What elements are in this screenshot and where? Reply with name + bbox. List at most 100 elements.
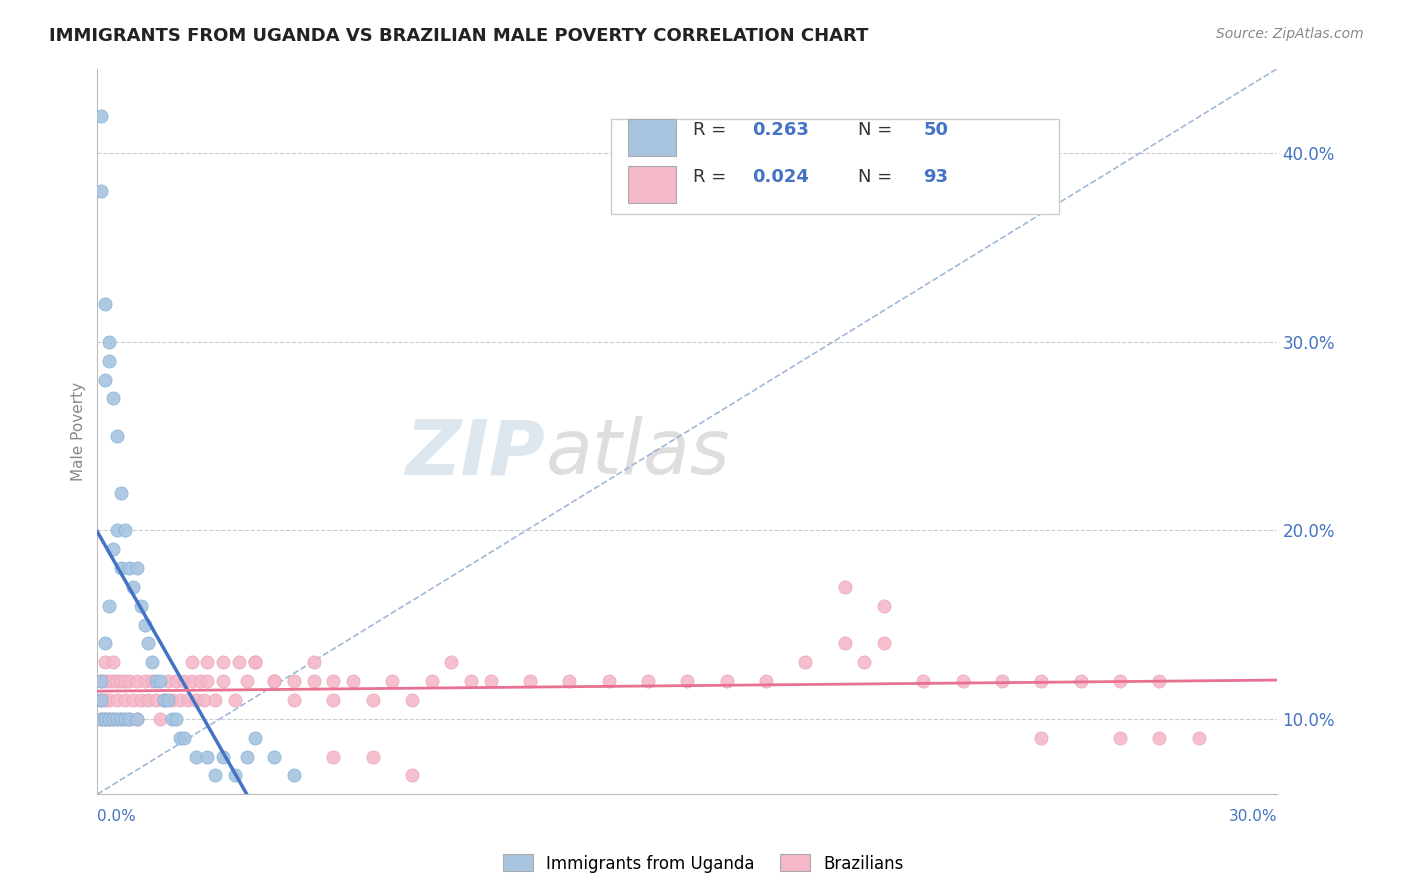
Point bbox=[114, 524, 136, 538]
Point bbox=[160, 712, 183, 726]
Text: R =: R = bbox=[693, 121, 733, 139]
Point bbox=[98, 599, 121, 613]
Point bbox=[125, 712, 148, 726]
Point bbox=[460, 674, 482, 689]
Text: 30.0%: 30.0% bbox=[1229, 809, 1278, 824]
Point bbox=[1109, 731, 1132, 745]
Point bbox=[94, 712, 117, 726]
Text: N =: N = bbox=[859, 121, 898, 139]
Point bbox=[90, 693, 112, 707]
Point bbox=[94, 693, 117, 707]
Point bbox=[212, 674, 235, 689]
Text: 93: 93 bbox=[924, 169, 949, 186]
Point bbox=[204, 693, 226, 707]
FancyBboxPatch shape bbox=[610, 120, 1059, 214]
Point bbox=[361, 693, 384, 707]
Point bbox=[118, 712, 141, 726]
Point bbox=[145, 674, 167, 689]
Point bbox=[90, 109, 112, 123]
Point bbox=[138, 693, 160, 707]
Point bbox=[322, 674, 344, 689]
Point bbox=[197, 655, 219, 669]
Point bbox=[228, 655, 250, 669]
Point bbox=[243, 655, 266, 669]
Point bbox=[129, 599, 152, 613]
Point bbox=[834, 580, 856, 594]
Text: N =: N = bbox=[859, 169, 898, 186]
Point bbox=[160, 693, 183, 707]
Point bbox=[98, 712, 121, 726]
Point bbox=[169, 693, 191, 707]
Point bbox=[118, 712, 141, 726]
Point bbox=[834, 636, 856, 650]
Point bbox=[90, 674, 112, 689]
Point bbox=[224, 693, 246, 707]
Point bbox=[153, 693, 176, 707]
Point bbox=[110, 712, 132, 726]
Point bbox=[101, 674, 124, 689]
Point bbox=[243, 731, 266, 745]
Text: 0.263: 0.263 bbox=[752, 121, 808, 139]
Bar bbox=[628, 167, 675, 202]
Point bbox=[180, 655, 202, 669]
Point bbox=[184, 693, 207, 707]
Point bbox=[149, 674, 172, 689]
Point bbox=[134, 674, 156, 689]
Point bbox=[873, 599, 896, 613]
Point bbox=[342, 674, 364, 689]
Point bbox=[110, 712, 132, 726]
Point bbox=[94, 655, 117, 669]
Point bbox=[90, 184, 112, 198]
Point bbox=[121, 693, 143, 707]
Point bbox=[853, 655, 876, 669]
Point bbox=[401, 768, 423, 782]
Point bbox=[165, 674, 187, 689]
Point bbox=[236, 749, 259, 764]
Point bbox=[98, 693, 121, 707]
Point bbox=[302, 674, 325, 689]
Point bbox=[118, 674, 141, 689]
Point bbox=[1109, 674, 1132, 689]
Point bbox=[912, 674, 935, 689]
Point bbox=[1149, 731, 1171, 745]
Point bbox=[114, 674, 136, 689]
Point bbox=[90, 693, 112, 707]
Point bbox=[173, 731, 195, 745]
Point bbox=[755, 674, 778, 689]
Point bbox=[716, 674, 738, 689]
Point bbox=[134, 617, 156, 632]
Point bbox=[101, 712, 124, 726]
Point bbox=[110, 485, 132, 500]
Point bbox=[1031, 674, 1053, 689]
Point bbox=[236, 674, 259, 689]
Point bbox=[420, 674, 443, 689]
Text: atlas: atlas bbox=[546, 417, 730, 490]
Point bbox=[101, 542, 124, 557]
Point bbox=[519, 674, 541, 689]
Point bbox=[94, 636, 117, 650]
Point bbox=[153, 693, 176, 707]
Point bbox=[94, 372, 117, 386]
Point bbox=[118, 561, 141, 575]
Text: 50: 50 bbox=[924, 121, 949, 139]
Text: 0.0%: 0.0% bbox=[97, 809, 136, 824]
Point bbox=[479, 674, 502, 689]
Point bbox=[637, 674, 659, 689]
Point bbox=[224, 768, 246, 782]
Point bbox=[98, 353, 121, 368]
Point bbox=[263, 674, 285, 689]
Point bbox=[1031, 731, 1053, 745]
Point bbox=[149, 712, 172, 726]
Point bbox=[952, 674, 974, 689]
Point bbox=[401, 693, 423, 707]
Point bbox=[193, 693, 215, 707]
Point bbox=[302, 655, 325, 669]
Bar bbox=[628, 120, 675, 155]
Legend: Immigrants from Uganda, Brazilians: Immigrants from Uganda, Brazilians bbox=[496, 847, 910, 880]
Point bbox=[283, 674, 305, 689]
Point bbox=[1149, 674, 1171, 689]
Point bbox=[157, 674, 180, 689]
Point bbox=[98, 334, 121, 349]
Point bbox=[204, 768, 226, 782]
Point bbox=[90, 674, 112, 689]
